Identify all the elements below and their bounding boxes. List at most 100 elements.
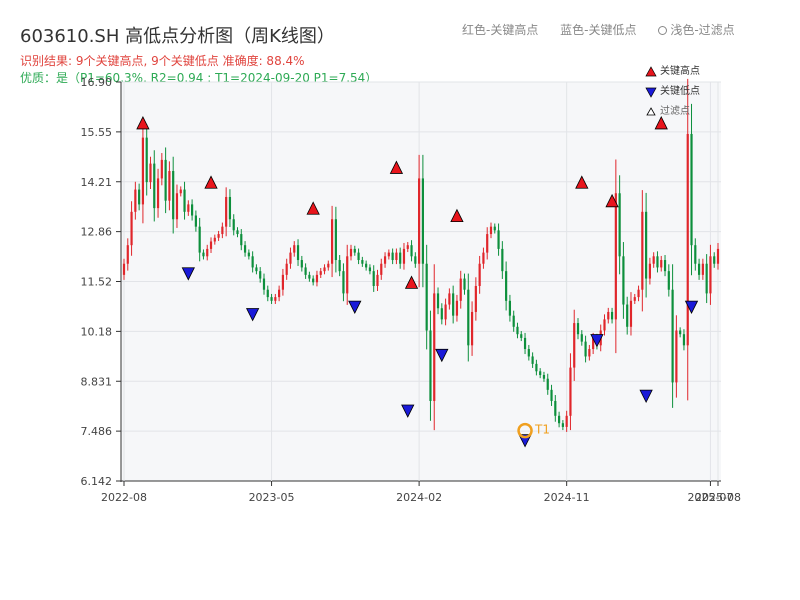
chart-title: 603610.SH 高低点分析图（周K线图） (20, 26, 335, 47)
candle-body (682, 334, 686, 346)
candle-body (440, 308, 443, 320)
key-low-marker (590, 334, 604, 348)
candle-body (304, 267, 307, 275)
candle-body (626, 304, 629, 327)
candle-body (618, 193, 621, 257)
color-key: 红色-关键高点 蓝色-关键低点 浅色-过滤点 (462, 21, 753, 38)
y-tick-label: 12.86 (81, 226, 113, 239)
key-low-marker (639, 389, 653, 404)
candle-body (713, 256, 716, 264)
hollow-triangle-icon (646, 107, 656, 116)
candle-body (467, 289, 470, 346)
candle-body (436, 293, 440, 309)
candle-body (573, 323, 576, 368)
candle-body (622, 256, 625, 305)
candle-body (122, 263, 126, 275)
candle-body (145, 137, 148, 183)
candle-body (164, 159, 167, 201)
candle-body (149, 163, 152, 183)
candle-body (168, 171, 171, 201)
candle-body (709, 256, 712, 294)
candle-body (278, 289, 281, 298)
candle-body (206, 248, 209, 257)
candle-body (675, 330, 678, 383)
candle-body (315, 274, 319, 283)
key-low-marker (401, 404, 415, 418)
candle-body (330, 219, 334, 264)
key-high-marker (389, 160, 404, 174)
candle-body (614, 193, 617, 320)
candle-body (470, 311, 474, 346)
key-low-marker (684, 300, 699, 315)
candle-body (489, 226, 493, 235)
key-high-marker (450, 208, 464, 223)
candle-body (179, 189, 182, 194)
candle-body (221, 226, 224, 235)
candle-body (312, 278, 315, 283)
candle-body (641, 211, 644, 290)
candle-body (243, 245, 247, 253)
candle-body (353, 248, 356, 253)
candle-body (153, 163, 156, 209)
legend-label-low: 关键低点 (660, 86, 700, 97)
key-high-marker (204, 175, 218, 189)
candle-body (225, 196, 228, 227)
candle-body (334, 219, 337, 261)
candle-body (542, 375, 546, 379)
candle-body (671, 289, 674, 383)
candle-body (387, 252, 390, 257)
candle-body (679, 330, 682, 335)
candle-body (126, 245, 129, 264)
y-tick-label: 16.90 (81, 76, 113, 89)
candle-body (557, 415, 561, 424)
candle-body (546, 378, 549, 390)
key-high-marker (605, 193, 619, 208)
candle-body (391, 252, 394, 261)
key-low-marker (245, 308, 260, 322)
candle-body (697, 263, 701, 275)
legend-label-filtered: 过滤点 (660, 106, 690, 117)
color-key-blue: 蓝色-关键低点 (560, 23, 637, 37)
candle-body (701, 263, 704, 275)
candle-body (251, 256, 254, 268)
x-tick-label: 2024-11 (544, 491, 590, 504)
candle-body (648, 263, 651, 279)
candle-body (531, 356, 534, 364)
candle-body (319, 271, 322, 275)
candle-body (266, 289, 269, 298)
candle-body (690, 133, 693, 246)
candle-body (198, 226, 201, 253)
candle-body (645, 211, 648, 279)
candle-body (656, 256, 659, 268)
candle-body (289, 252, 292, 264)
legend-label-high: 关键高点 (660, 66, 700, 77)
candle-body (368, 267, 372, 272)
candle-body (308, 274, 311, 279)
candle-body (527, 349, 530, 357)
candle-body (395, 252, 398, 261)
candle-body (501, 248, 504, 272)
candle-body (217, 234, 220, 238)
candle-body (342, 271, 345, 294)
candle-body (554, 400, 557, 416)
candle-body (603, 319, 606, 331)
key-high-marker (306, 201, 320, 215)
y-tick-label: 14.21 (81, 176, 113, 189)
candle-body (505, 271, 508, 301)
candle-body (610, 311, 614, 320)
key-high-marker (404, 275, 419, 289)
candle-body (584, 341, 587, 357)
red-triangle-up-icon (645, 66, 657, 77)
candle-body (508, 300, 512, 316)
candle-body (138, 189, 141, 205)
candle-body (512, 315, 515, 327)
candle-body (232, 219, 235, 231)
candle-body (565, 415, 568, 427)
candle-body (452, 293, 455, 316)
candle-body (550, 389, 553, 401)
candle-body (402, 248, 406, 264)
candle-body (365, 263, 368, 268)
key-low-marker (435, 348, 449, 363)
candle-body (346, 256, 349, 294)
candle-body (293, 245, 296, 253)
